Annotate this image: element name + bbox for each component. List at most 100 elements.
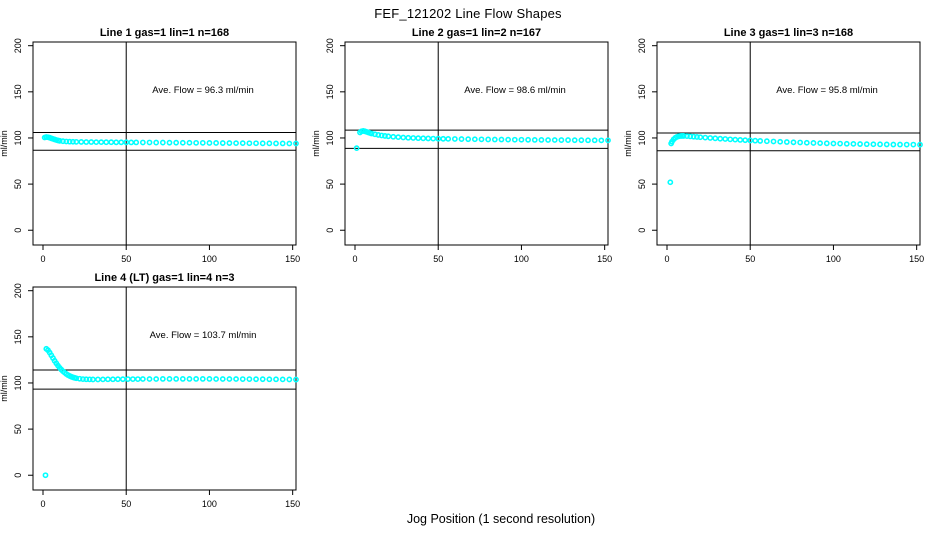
data-point	[266, 376, 273, 383]
data-point	[857, 141, 863, 147]
data-point	[551, 137, 558, 143]
data-point	[273, 140, 279, 147]
data-point	[103, 139, 110, 146]
y-tick-label: 100	[13, 375, 23, 390]
ave-flow-annotation: Ave. Flow = 103.7 ml/min	[150, 330, 257, 341]
data-point	[525, 136, 532, 143]
data-point	[531, 137, 538, 143]
x-tick-label: 100	[202, 499, 217, 509]
data-point	[134, 376, 141, 382]
data-point	[186, 376, 193, 382]
y-tick-label: 0	[325, 228, 335, 233]
panel-title: Line 1 gas=1 lin=1 n=168	[100, 27, 229, 39]
data-point	[458, 136, 465, 142]
data-point	[810, 140, 817, 146]
data-point	[219, 376, 226, 382]
x-tick-label: 0	[40, 254, 45, 264]
data-point	[146, 139, 153, 146]
data-point	[702, 134, 709, 141]
data-point	[707, 135, 714, 141]
data-point	[485, 136, 492, 143]
data-point	[478, 136, 485, 143]
data-point	[491, 136, 498, 143]
data-point	[410, 135, 417, 141]
data-point	[395, 134, 402, 141]
data-point	[133, 139, 140, 146]
y-tick-label: 50	[13, 179, 23, 189]
y-axis-label: ml/min	[0, 130, 9, 157]
data-point	[83, 139, 90, 145]
data-point	[605, 137, 611, 144]
panel-title: Line 2 gas=1 lin=2 n=167	[412, 27, 541, 39]
data-point	[722, 136, 729, 142]
plot-box	[656, 41, 921, 246]
data-point	[139, 139, 146, 146]
ave-flow-annotation: Ave. Flow = 96.3 ml/min	[152, 85, 253, 96]
data-point	[80, 376, 86, 382]
data-point	[777, 138, 784, 145]
data-point	[179, 376, 186, 382]
data-point	[213, 140, 220, 146]
data-point	[253, 140, 259, 147]
data-point	[233, 140, 239, 147]
x-tick-label: 50	[745, 254, 755, 264]
data-point	[199, 139, 206, 146]
data-point	[667, 179, 674, 186]
data-point	[60, 138, 66, 145]
data-point	[752, 137, 759, 144]
data-point	[897, 141, 903, 148]
data-point	[159, 139, 166, 146]
data-point	[353, 145, 360, 152]
y-tick-label: 200	[325, 38, 335, 53]
plot-box	[344, 41, 609, 246]
data-point	[113, 139, 120, 146]
x-tick-label: 0	[352, 254, 357, 264]
data-point	[114, 376, 121, 383]
data-point	[253, 376, 259, 383]
data-point	[146, 376, 153, 382]
data-point	[108, 139, 115, 146]
data-point	[390, 133, 397, 140]
data-point	[687, 133, 694, 140]
x-tick-label: 150	[285, 254, 300, 264]
data-point	[293, 140, 299, 147]
data-point	[585, 137, 591, 144]
data-point	[803, 139, 810, 146]
data-point	[233, 376, 239, 382]
data-point	[712, 135, 719, 142]
data-point	[100, 376, 106, 383]
y-tick-label: 50	[325, 179, 335, 189]
data-point	[293, 376, 299, 383]
data-point	[465, 136, 472, 143]
plot-box	[32, 41, 297, 246]
data-point	[890, 141, 897, 148]
y-tick-label: 50	[13, 424, 23, 434]
data-point	[877, 141, 883, 148]
data-point	[757, 138, 764, 144]
data-point	[737, 137, 744, 143]
data-point	[578, 137, 585, 144]
data-point	[830, 140, 837, 147]
data-point	[226, 376, 233, 382]
x-tick-label: 50	[121, 254, 131, 264]
data-point	[697, 134, 704, 141]
data-point	[139, 376, 146, 382]
data-point	[239, 140, 246, 147]
ave-flow-annotation: Ave. Flow = 95.8 ml/min	[776, 85, 877, 96]
data-point	[78, 139, 85, 145]
data-point	[90, 376, 96, 383]
x-tick-label: 100	[826, 254, 841, 264]
data-point	[88, 139, 95, 145]
data-point	[511, 136, 518, 143]
data-point	[179, 139, 186, 146]
plot-box	[32, 286, 297, 491]
data-point	[498, 136, 505, 143]
data-point	[273, 376, 279, 383]
x-tick-label: 100	[202, 254, 217, 264]
data-point	[823, 140, 830, 147]
data-point	[63, 138, 70, 145]
x-tick-label: 150	[597, 254, 612, 264]
data-point	[76, 375, 83, 382]
y-axis-label: ml/min	[312, 130, 321, 157]
data-point	[70, 138, 76, 145]
